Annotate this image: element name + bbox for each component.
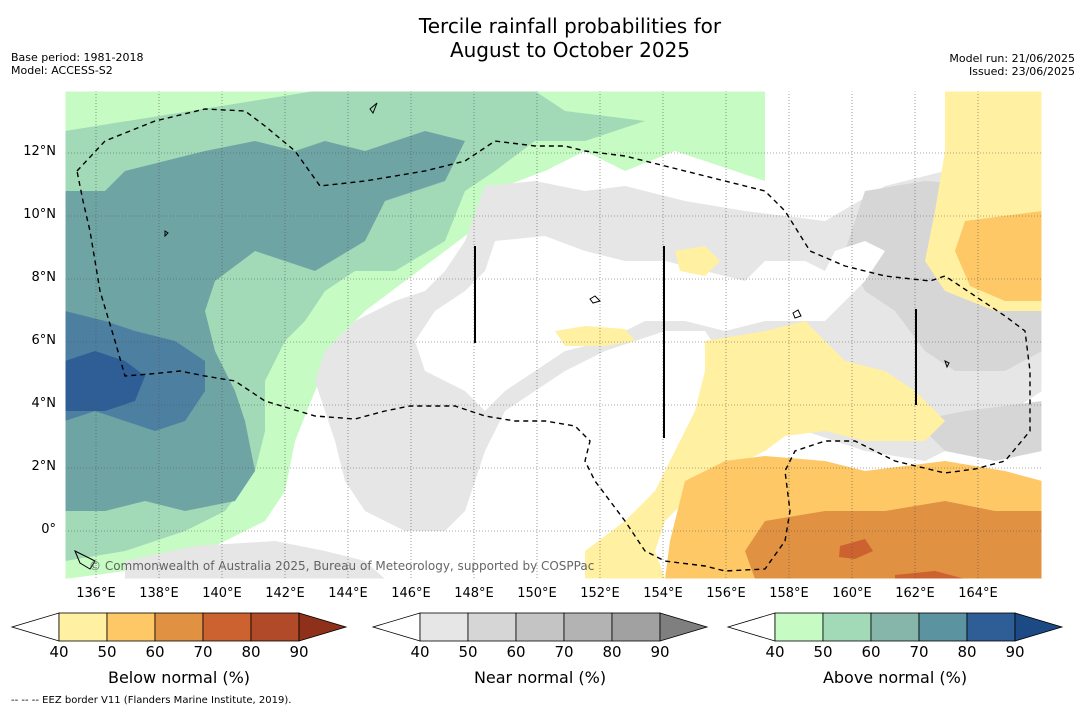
colorbar-extend-high [659,612,709,642]
near-normal-south-patch [125,541,385,579]
eez-border [76,108,1031,572]
colorbar-tick-label: 60 [861,643,881,661]
white-zone-center [415,236,885,411]
model-name: Model: ACCESS-S2 [11,64,113,77]
longitude-label: 148°E [454,586,494,601]
run-info: Model run: 21/06/2025 Issued: 23/06/2025 [949,52,1075,78]
colorbar-title: Near normal (%) [473,668,607,687]
colorbar-segment [250,612,300,642]
colorbar-tick-label: 90 [289,643,309,661]
colorbar-tick-label: 80 [957,643,977,661]
colorbar-title: Below normal (%) [107,668,251,687]
longitude-label: 150°E [517,586,557,601]
longitude-label: 146°E [391,586,431,601]
longitude-label: 136°E [76,586,116,601]
colorbar [10,612,348,642]
issued-date: Issued: 23/06/2025 [968,65,1075,78]
coastlines [74,102,950,570]
latitude-label: 10°N [23,207,56,222]
colorbar-segment [774,612,824,642]
below-normal-70-patch [839,539,873,559]
near-normal-60-patch [915,401,1042,461]
colorbar-tick-label: 70 [193,643,213,661]
longitude-label: 154°E [643,586,683,601]
colorbar-segment [58,612,108,642]
latitude-label: 0° [41,522,56,537]
colorbar-extend-low [371,612,421,642]
below-normal-50-region [955,211,1042,301]
colorbar-tick-label: 40 [410,643,430,661]
base-period: Base period: 1981-2018 [11,51,144,64]
below-normal-70-patch-2 [895,571,965,579]
colorbar-tick-label: 80 [241,643,261,661]
longitude-label: 140°E [202,586,242,601]
colorbar-segment [611,612,661,642]
colorbar-tick-label: 40 [765,643,785,661]
longitude-label: 142°E [265,586,305,601]
below-normal-60-south [745,501,1042,579]
base-info: Base period: 1981-2018 Model: ACCESS-S2 [11,51,143,77]
colorbar-tick-label: 50 [813,643,833,661]
copyright-notice: © Commonwealth of Australia 2025, Bureau… [89,559,595,573]
latitude-label: 2°N [31,459,57,474]
colorbar-segment [419,612,469,642]
colorbar-tick-label: 40 [49,643,69,661]
colorbar-tick-label: 80 [602,643,622,661]
colorbar-segment [202,612,252,642]
colorbar-segment [563,612,613,642]
longitude-label: 144°E [328,586,368,601]
longitude-label: 160°E [832,586,872,601]
below-normal-40-region [585,321,945,579]
colorbar-extend-low [10,612,60,642]
colorbar-tick-label: 70 [909,643,929,661]
title-line-1: Tercile rainfall probabilities for [418,14,722,38]
latitude-label: 4°N [31,396,57,411]
colorbar-extend-high [1014,612,1064,642]
colorbar-segment [515,612,565,642]
longitude-label: 164°E [958,586,998,601]
latitude-label: 12°N [23,144,56,159]
colorbar-extend-high [298,612,348,642]
colorbar-title: Above normal (%) [822,668,968,687]
colorbar-tick-label: 60 [506,643,526,661]
longitude-label: 156°E [706,586,746,601]
colorbar [371,612,709,642]
below-normal-40-patch-1 [555,326,635,346]
colorbar-segment [966,612,1016,642]
title-line-2: August to October 2025 [449,38,691,62]
longitude-label: 158°E [769,586,809,601]
above-normal-80-region [65,351,145,411]
longitude-label: 162°E [895,586,935,601]
colorbar-tick-label: 60 [145,643,165,661]
latitude-label: 8°N [31,270,57,285]
colorbar-tick-label: 70 [554,643,574,661]
colorbar-segment [822,612,872,642]
colorbar-tick-label: 90 [1005,643,1025,661]
map-title: Tercile rainfall probabilities for Augus… [0,14,1085,62]
colorbar-tick-label: 90 [650,643,670,661]
colorbar-segment [870,612,920,642]
colorbar-tick-label: 50 [97,643,117,661]
model-run-date: Model run: 21/06/2025 [949,52,1075,65]
colorbar-tick-label: 50 [458,643,478,661]
colorbar-segment [467,612,517,642]
colorbar-segment [918,612,968,642]
below-normal-40-patch-2 [675,246,720,276]
colorbar-extend-low [726,612,776,642]
colorbar [726,612,1064,642]
longitude-label: 152°E [580,586,620,601]
colorbar-segment [154,612,204,642]
eez-footnote: -- -- -- EEZ border V11 (Flanders Marine… [11,695,292,706]
colorbars [10,612,1064,642]
colorbar-segment [106,612,156,642]
probability-map [65,91,1042,579]
longitude-label: 138°E [139,586,179,601]
graticule [65,91,1042,579]
latitude-label: 6°N [31,333,57,348]
